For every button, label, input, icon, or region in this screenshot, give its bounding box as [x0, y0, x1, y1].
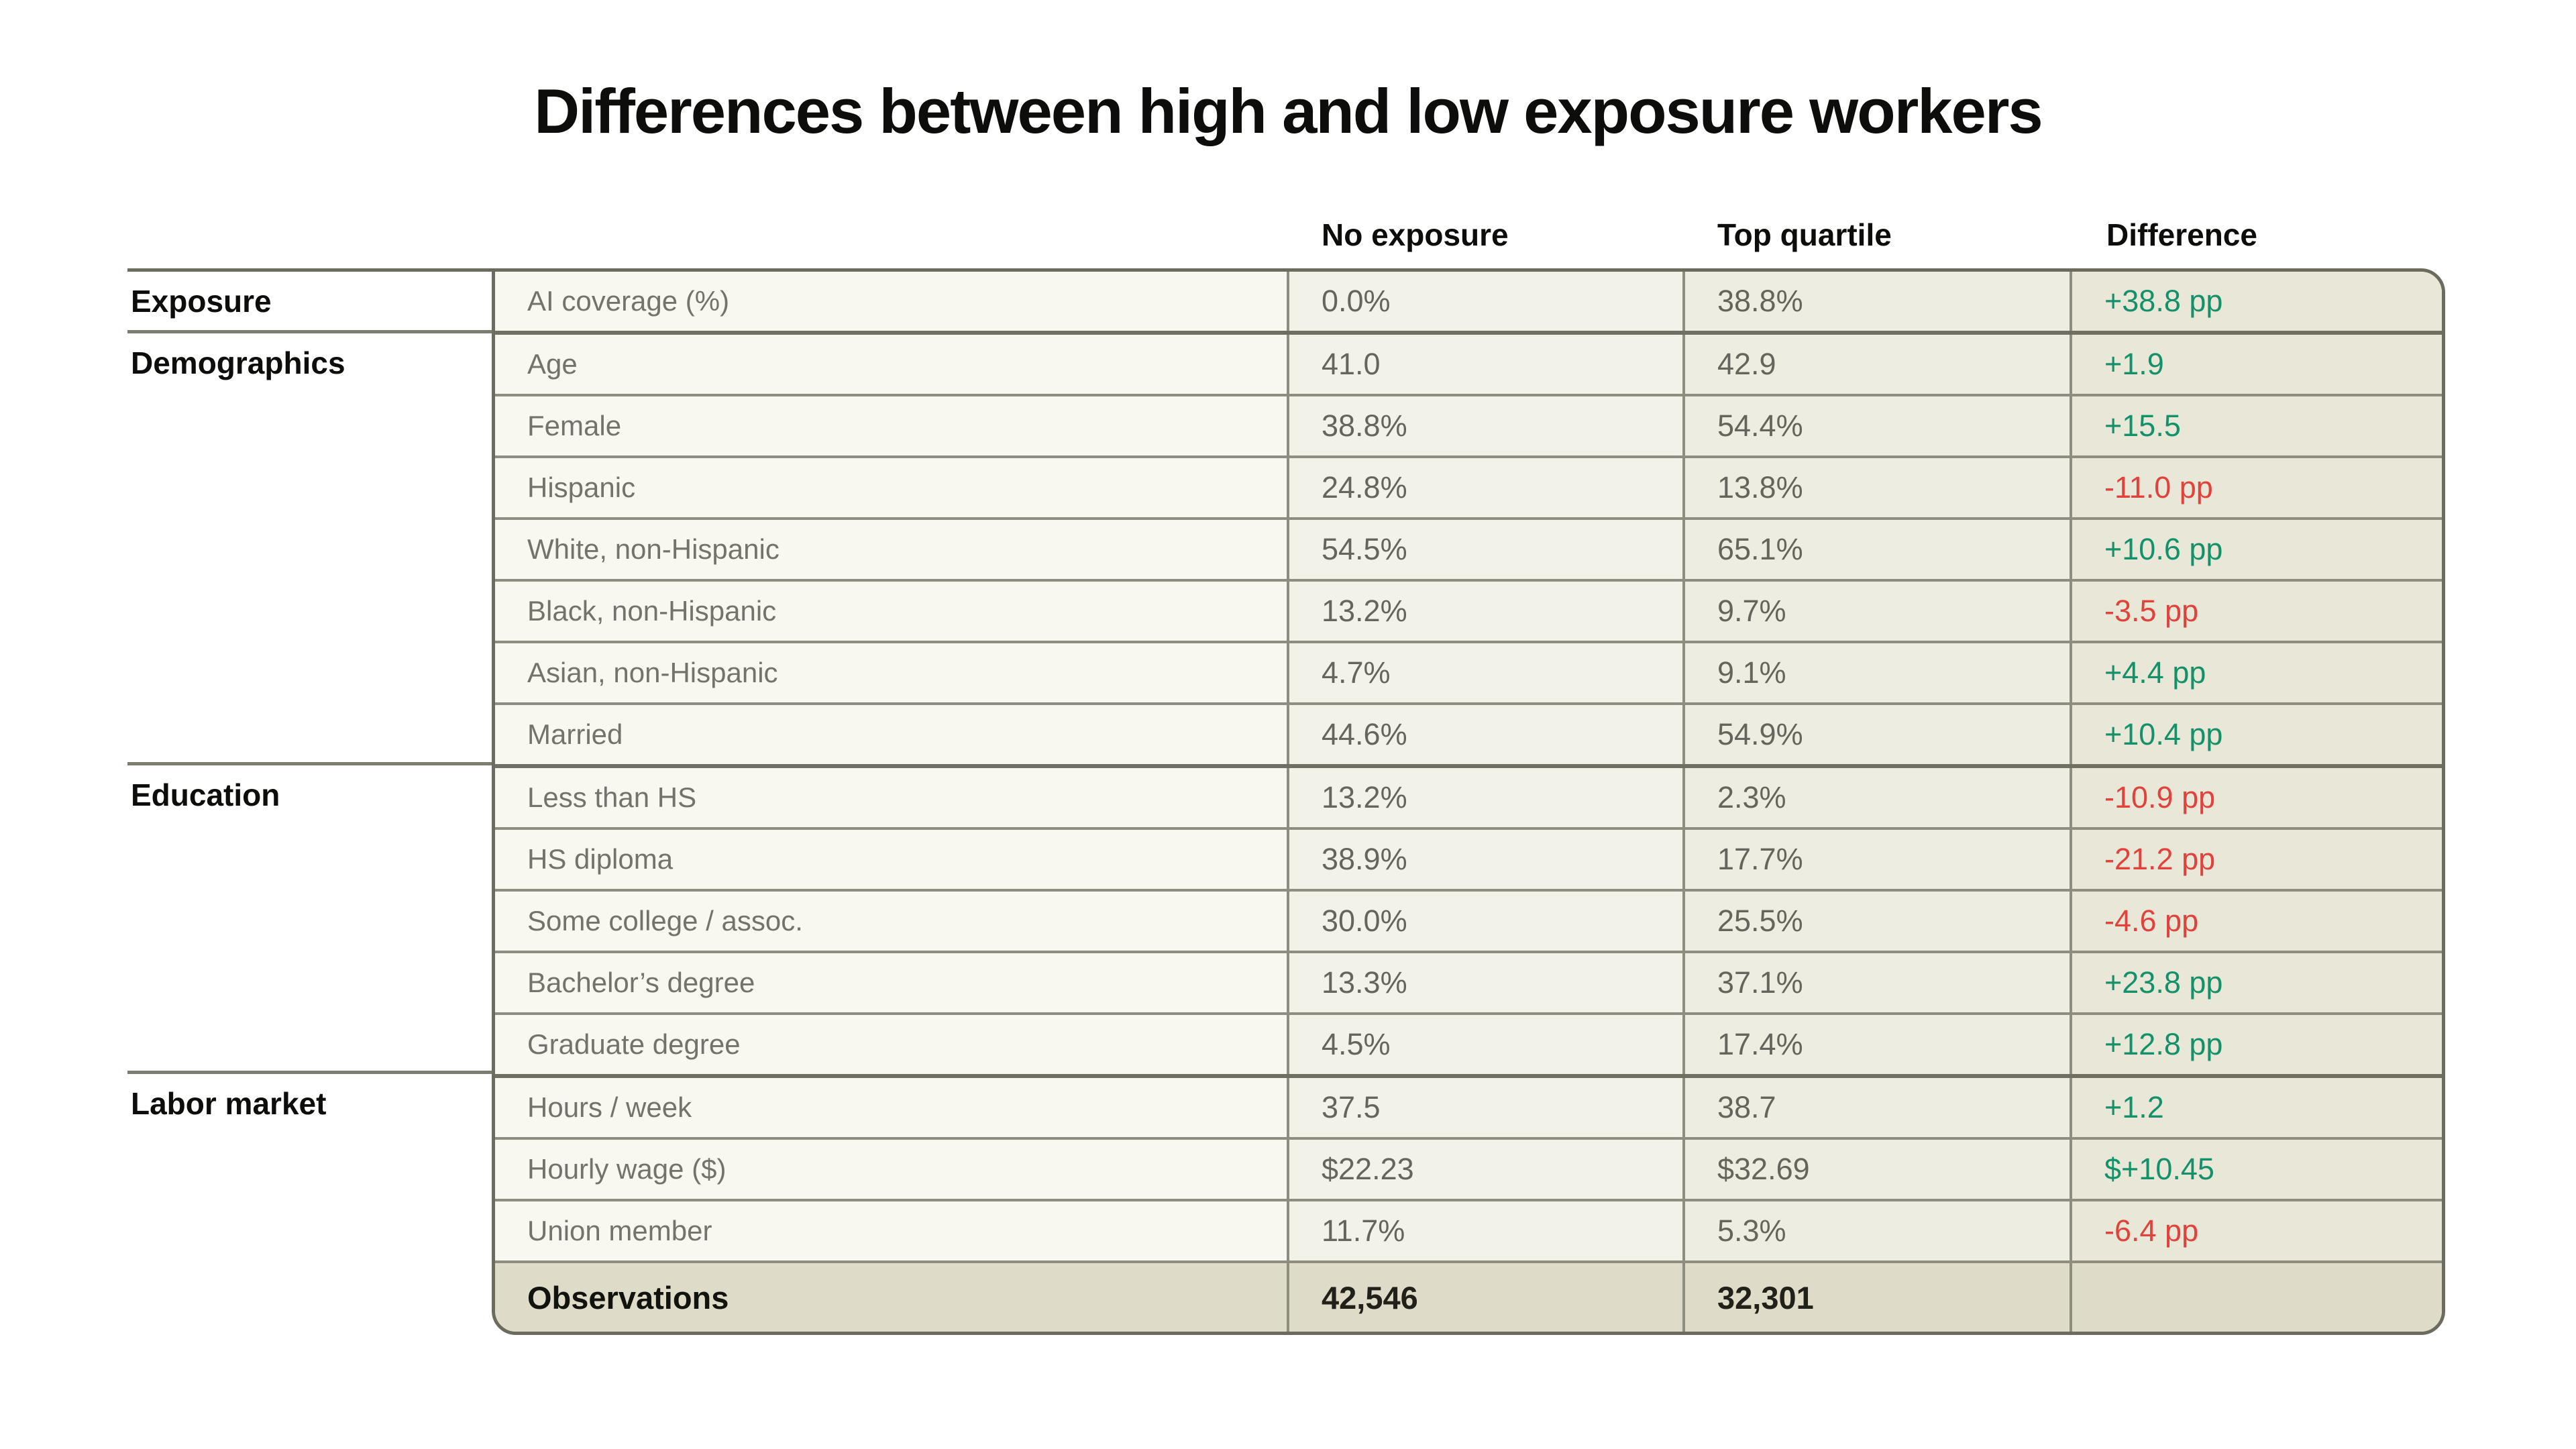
top-quartile-value: 25.5% — [1682, 892, 2070, 951]
no-exposure-value: 24.8% — [1287, 458, 1682, 517]
row-label: Age — [495, 335, 1287, 394]
no-exposure-value: 4.5% — [1287, 1015, 1682, 1074]
column-header-no-exposure: No exposure — [1322, 217, 1509, 252]
observations-top-quartile: 32,301 — [1682, 1263, 2070, 1332]
top-quartile-value: 54.4% — [1682, 396, 2070, 455]
difference-value: +15.5 — [2070, 396, 2442, 455]
no-exposure-value: 11.7% — [1287, 1201, 1682, 1260]
row-label: Female — [495, 396, 1287, 455]
row-label: Married — [495, 705, 1287, 764]
row-label: HS diploma — [495, 830, 1287, 889]
difference-value: +4.4 pp — [2070, 643, 2442, 702]
table-row: Asian, non-Hispanic 4.7% 9.1% +4.4 pp — [495, 643, 2442, 705]
no-exposure-value: 38.8% — [1287, 396, 1682, 455]
no-exposure-value: 37.5 — [1287, 1078, 1682, 1137]
row-label: Some college / assoc. — [495, 892, 1287, 951]
top-quartile-value: 38.7 — [1682, 1078, 2070, 1137]
difference-value: $+10.45 — [2070, 1140, 2442, 1199]
top-quartile-value: 13.8% — [1682, 458, 2070, 517]
no-exposure-value: 0.0% — [1287, 272, 1682, 331]
no-exposure-value: 41.0 — [1287, 335, 1682, 394]
no-exposure-value: 44.6% — [1287, 705, 1682, 764]
observations-difference-empty — [2070, 1263, 2442, 1332]
difference-value: +38.8 pp — [2070, 272, 2442, 331]
group-label-labor-market: Labor market — [131, 1086, 327, 1121]
difference-value: -11.0 pp — [2070, 458, 2442, 517]
table-row: Hourly wage ($) $22.23 $32.69 $+10.45 — [495, 1140, 2442, 1201]
column-header-difference: Difference — [2106, 217, 2257, 252]
table-row: Age 41.0 42.9 +1.9 — [495, 335, 2442, 396]
difference-value: -21.2 pp — [2070, 830, 2442, 889]
category-divider — [127, 762, 495, 765]
no-exposure-value: 13.2% — [1287, 582, 1682, 641]
category-divider — [127, 268, 495, 272]
row-label: White, non-Hispanic — [495, 520, 1287, 579]
table-row: Some college / assoc. 30.0% 25.5% -4.6 p… — [495, 892, 2442, 953]
observations-row: Observations 42,546 32,301 — [495, 1263, 2442, 1332]
group-label-education: Education — [131, 777, 280, 812]
top-quartile-value: 2.3% — [1682, 768, 2070, 827]
top-quartile-value: 17.7% — [1682, 830, 2070, 889]
top-quartile-value: $32.69 — [1682, 1140, 2070, 1199]
difference-value: +1.9 — [2070, 335, 2442, 394]
difference-value: +10.4 pp — [2070, 705, 2442, 764]
page-title: Differences between high and low exposur… — [534, 76, 2043, 146]
no-exposure-value: 13.2% — [1287, 768, 1682, 827]
no-exposure-value: 54.5% — [1287, 520, 1682, 579]
top-quartile-value: 38.8% — [1682, 272, 2070, 331]
no-exposure-value: 4.7% — [1287, 643, 1682, 702]
row-label: Hours / week — [495, 1078, 1287, 1137]
table-row: Black, non-Hispanic 13.2% 9.7% -3.5 pp — [495, 582, 2442, 643]
row-label: Less than HS — [495, 768, 1287, 827]
no-exposure-value: 13.3% — [1287, 953, 1682, 1012]
column-header-top-quartile: Top quartile — [1717, 217, 1892, 252]
observations-no-exposure: 42,546 — [1287, 1263, 1682, 1332]
row-label: Hourly wage ($) — [495, 1140, 1287, 1199]
difference-value: +23.8 pp — [2070, 953, 2442, 1012]
observations-label: Observations — [495, 1263, 1287, 1332]
top-quartile-value: 17.4% — [1682, 1015, 2070, 1074]
row-label: AI coverage (%) — [495, 272, 1287, 331]
table-row: Graduate degree 4.5% 17.4% +12.8 pp — [495, 1015, 2442, 1078]
difference-value: +12.8 pp — [2070, 1015, 2442, 1074]
top-quartile-value: 54.9% — [1682, 705, 2070, 764]
group-label-demographics: Demographics — [131, 345, 345, 380]
table-row: Female 38.8% 54.4% +15.5 — [495, 396, 2442, 458]
difference-value: -6.4 pp — [2070, 1201, 2442, 1260]
top-quartile-value: 9.1% — [1682, 643, 2070, 702]
top-quartile-value: 37.1% — [1682, 953, 2070, 1012]
table-row: Hispanic 24.8% 13.8% -11.0 pp — [495, 458, 2442, 520]
row-label: Bachelor’s degree — [495, 953, 1287, 1012]
top-quartile-value: 42.9 — [1682, 335, 2070, 394]
no-exposure-value: $22.23 — [1287, 1140, 1682, 1199]
table-row: Bachelor’s degree 13.3% 37.1% +23.8 pp — [495, 953, 2442, 1015]
table-row: Hours / week 37.5 38.7 +1.2 — [495, 1078, 2442, 1140]
table-row: Union member 11.7% 5.3% -6.4 pp — [495, 1201, 2442, 1263]
difference-value: +10.6 pp — [2070, 520, 2442, 579]
top-quartile-value: 5.3% — [1682, 1201, 2070, 1260]
difference-value: -3.5 pp — [2070, 582, 2442, 641]
table-row: White, non-Hispanic 54.5% 65.1% +10.6 pp — [495, 520, 2442, 582]
row-label: Hispanic — [495, 458, 1287, 517]
row-label: Union member — [495, 1201, 1287, 1260]
category-divider — [127, 330, 495, 333]
group-label-exposure: Exposure — [131, 284, 272, 319]
table-row: Less than HS 13.2% 2.3% -10.9 pp — [495, 768, 2442, 830]
table-row: AI coverage (%) 0.0% 38.8% +38.8 pp — [495, 272, 2442, 335]
table-row: HS diploma 38.9% 17.7% -21.2 pp — [495, 830, 2442, 892]
difference-value: -10.9 pp — [2070, 768, 2442, 827]
top-quartile-value: 65.1% — [1682, 520, 2070, 579]
table-row: Married 44.6% 54.9% +10.4 pp — [495, 705, 2442, 768]
row-label: Graduate degree — [495, 1015, 1287, 1074]
difference-value: -4.6 pp — [2070, 892, 2442, 951]
difference-value: +1.2 — [2070, 1078, 2442, 1137]
no-exposure-value: 38.9% — [1287, 830, 1682, 889]
comparison-table: AI coverage (%) 0.0% 38.8% +38.8 pp Age … — [492, 268, 2445, 1335]
row-label: Black, non-Hispanic — [495, 582, 1287, 641]
category-divider — [127, 1071, 495, 1074]
top-quartile-value: 9.7% — [1682, 582, 2070, 641]
no-exposure-value: 30.0% — [1287, 892, 1682, 951]
row-label: Asian, non-Hispanic — [495, 643, 1287, 702]
